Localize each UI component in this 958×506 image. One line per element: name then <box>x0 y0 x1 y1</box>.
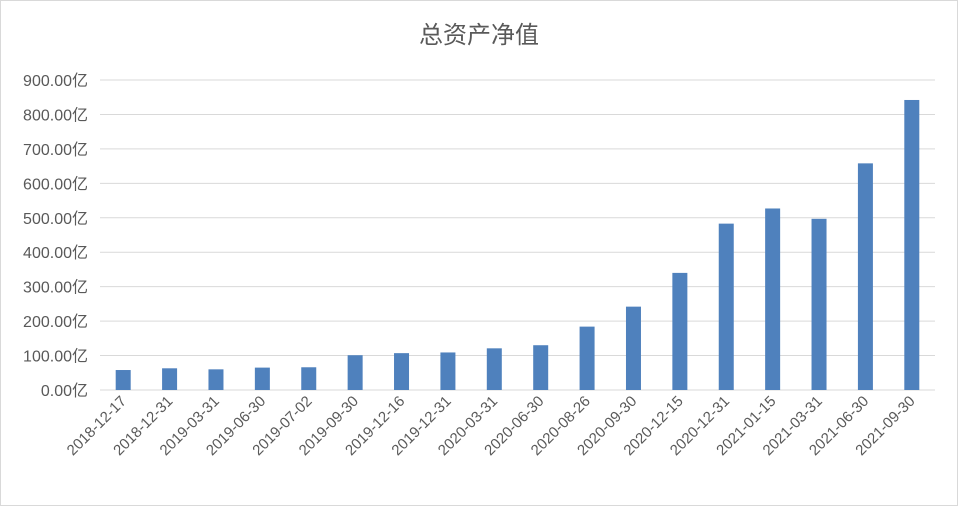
bar <box>208 369 224 390</box>
bar <box>718 223 734 390</box>
bars <box>115 99 920 390</box>
bar <box>301 367 317 390</box>
bar <box>394 353 410 390</box>
y-tick-label: 0.00亿 <box>41 382 88 400</box>
bar <box>115 370 131 390</box>
bar <box>672 272 688 390</box>
bar <box>440 352 456 390</box>
bar <box>579 326 595 390</box>
y-tick-label: 200.00亿 <box>23 313 88 331</box>
y-tick-label: 100.00亿 <box>23 348 88 366</box>
y-tick-label: 500.00亿 <box>23 210 88 228</box>
bar <box>162 368 178 390</box>
chart-title: 总资产净值 <box>419 21 539 49</box>
bar <box>857 163 873 390</box>
x-axis-ticks: 2018-12-172018-12-312019-03-312019-06-30… <box>64 393 919 459</box>
bar <box>254 367 270 390</box>
bar <box>625 306 641 390</box>
bar <box>486 348 502 390</box>
gridlines <box>100 79 935 391</box>
y-axis-ticks: 0.00亿 100.00亿 200.00亿 300.00亿 400.00亿 500.00亿… <box>23 72 88 400</box>
bar <box>765 208 781 390</box>
bar <box>347 355 363 390</box>
y-tick-label: 800.00亿 <box>23 106 88 124</box>
y-tick-label: 600.00亿 <box>23 175 88 193</box>
y-tick-label: 400.00亿 <box>23 244 88 262</box>
bar <box>533 345 549 390</box>
y-tick-label: 900.00亿 <box>23 72 88 90</box>
y-tick-label: 300.00亿 <box>23 279 88 297</box>
y-tick-label: 700.00亿 <box>23 141 88 159</box>
bar <box>904 99 920 390</box>
bar <box>811 218 827 390</box>
